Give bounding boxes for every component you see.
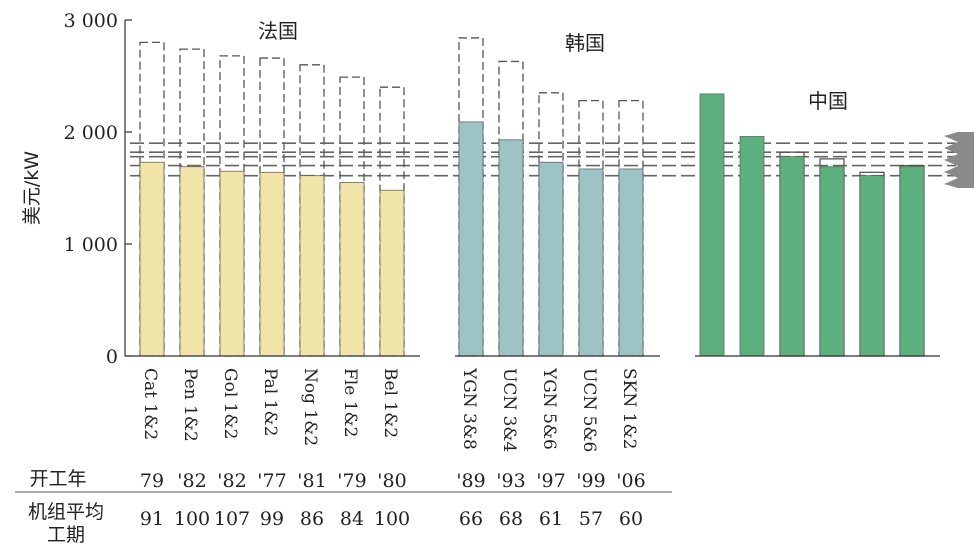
avg-period-value: 68 (499, 508, 523, 530)
y-tick-label-3: 3 000 (64, 10, 118, 32)
bars (139, 93, 925, 357)
bar (578, 168, 604, 357)
y-tick-label-2: 2 000 (64, 122, 118, 144)
start-year-value: '82 (217, 470, 246, 492)
start-year-value: '97 (536, 470, 565, 492)
avg-period-value: 99 (260, 508, 284, 530)
category-label: UCN 3&4 (499, 368, 519, 452)
category-label: Bel 1&2 (380, 368, 400, 438)
avg-period-value: 61 (539, 508, 563, 530)
avg-period-row-label-line2: 工期 (47, 524, 85, 546)
bar (498, 139, 524, 357)
start-year-value: '93 (496, 470, 525, 492)
bar (259, 171, 285, 357)
group-label-2: 中国 (808, 89, 848, 113)
category-label: SKN 1&2 (619, 368, 639, 449)
start-year-value: '99 (576, 470, 605, 492)
start-year-value: 79 (140, 470, 164, 492)
category-label: Pal 1&2 (260, 368, 280, 436)
start-year-value: '77 (257, 470, 286, 492)
bar (859, 175, 885, 357)
bar (899, 166, 925, 357)
bar (538, 161, 564, 357)
bar (379, 189, 405, 357)
start-year-value: '89 (456, 470, 485, 492)
start-year-value: '79 (337, 470, 366, 492)
bar (139, 161, 165, 357)
bar (699, 93, 725, 357)
group-labels: 法国韩国中国 (258, 19, 848, 113)
axes (124, 20, 940, 357)
bar (339, 181, 365, 357)
category-label: Cat 1&2 (140, 368, 160, 440)
start-year-value: '82 (177, 470, 206, 492)
avg-period-value: 107 (214, 508, 250, 530)
y-tick-label-0: 0 (106, 346, 118, 368)
category-labels: Cat 1&2 Pen 1&2 Gol 1&2 Pal 1&2 Nog 1&2 Fle 1… (140, 367, 639, 452)
avg-period-value: 100 (174, 508, 210, 530)
avg-period-value: 60 (619, 508, 643, 530)
category-label: Pen 1&2 (180, 368, 200, 442)
category-label: YGN 3&8 (459, 367, 479, 450)
avg-period-value: 91 (140, 508, 164, 530)
avg-period-row-label-line1: 机组平均 (28, 501, 104, 523)
start-year-value: '81 (297, 470, 326, 492)
bar (739, 136, 765, 357)
category-label: YGN 5&6 (539, 367, 559, 450)
bar (299, 175, 325, 357)
bar (779, 156, 805, 357)
category-label: Fle 1&2 (340, 368, 360, 437)
category-label: Nog 1&2 (300, 368, 320, 446)
avg-period-value: 100 (374, 508, 410, 530)
bar (618, 168, 644, 357)
bar (179, 166, 205, 357)
y-ticks: 0 1 000 2 000 3 000 (64, 10, 132, 368)
y-axis-label: 美元/kW (21, 151, 43, 225)
start-year-row-label: 开工年 (29, 468, 86, 490)
bottom-table: 开工年 机组平均 工期 79 91 '82 100 '82 107 '77 99 '81 86 '7… (15, 468, 672, 546)
category-label: Gol 1&2 (220, 368, 240, 439)
start-year-value: '80 (377, 470, 406, 492)
avg-period-value: 66 (459, 508, 483, 530)
start-year-value: '06 (616, 470, 645, 492)
axis-break-icon (944, 132, 974, 188)
bar-outline (538, 92, 564, 357)
bar-outlines (139, 37, 925, 357)
bar (458, 121, 484, 357)
bar (219, 170, 245, 357)
group-label-0: 法国 (258, 19, 298, 43)
bar (819, 166, 845, 357)
y-tick-label-1: 1 000 (64, 234, 118, 256)
avg-period-value: 86 (300, 508, 324, 530)
avg-period-value: 57 (579, 508, 603, 530)
category-label: UCN 5&6 (579, 368, 599, 452)
group-label-1: 韩国 (565, 31, 605, 55)
avg-period-value: 84 (340, 508, 364, 530)
